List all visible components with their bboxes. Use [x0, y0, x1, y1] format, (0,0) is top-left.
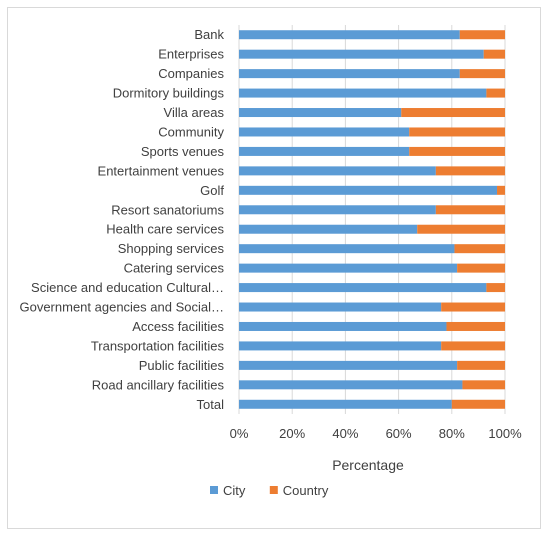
- bar-country-0: [459, 30, 505, 40]
- category-label: Sports venues: [141, 144, 225, 159]
- category-label: Community: [158, 124, 224, 139]
- bar-city-6: [239, 146, 410, 156]
- bar-country-17: [457, 360, 505, 370]
- x-axis-title: Percentage: [332, 457, 404, 473]
- category-label: Road ancillary facilities: [92, 377, 225, 392]
- bar-country-1: [483, 49, 505, 59]
- category-label: Golf: [200, 183, 224, 198]
- bar-country-19: [451, 399, 505, 409]
- bar-country-2: [459, 69, 505, 79]
- bar-city-17: [239, 360, 458, 370]
- bar-city-3: [239, 88, 487, 98]
- bar-country-11: [454, 244, 505, 254]
- x-tick-label: 20%: [279, 426, 305, 441]
- category-label: Transportation facilities: [91, 338, 225, 353]
- category-label: Entertainment venues: [98, 163, 225, 178]
- category-label: Health care services: [106, 222, 224, 237]
- bar-country-14: [441, 302, 505, 312]
- bar-country-5: [409, 127, 505, 137]
- bar-city-7: [239, 166, 436, 176]
- bar-city-15: [239, 321, 447, 331]
- bar-country-18: [462, 380, 505, 390]
- bar-country-4: [401, 108, 505, 118]
- category-label: Resort sanatoriums: [111, 202, 224, 217]
- bar-city-14: [239, 302, 442, 312]
- category-label: Total: [197, 397, 225, 412]
- bar-city-8: [239, 185, 498, 195]
- legend-swatch-country: [269, 486, 278, 494]
- bar-city-10: [239, 224, 418, 234]
- bar-city-16: [239, 341, 442, 351]
- bar-country-8: [497, 185, 505, 195]
- x-tick-label: 40%: [332, 426, 358, 441]
- x-tick-label: 60%: [386, 426, 412, 441]
- category-label: Shopping services: [118, 241, 225, 256]
- category-label: Companies: [158, 66, 224, 81]
- bar-city-19: [239, 399, 452, 409]
- bar-country-15: [446, 321, 505, 331]
- bar-country-7: [435, 166, 505, 176]
- gridlines: [238, 25, 506, 414]
- bar-country-12: [457, 263, 505, 273]
- bar-city-1: [239, 49, 484, 59]
- category-labels: Bank Enterprises Companies Dormitory buildi…: [19, 27, 224, 412]
- category-label: Science and education Cultural…: [31, 280, 224, 295]
- bar-country-13: [486, 283, 505, 293]
- bars: [239, 30, 505, 409]
- bar-country-6: [409, 146, 505, 156]
- bar-city-18: [239, 380, 463, 390]
- category-label: Villa areas: [164, 105, 225, 120]
- bar-country-16: [441, 341, 505, 351]
- bar-country-10: [417, 224, 505, 234]
- legend-swatch-city: [210, 486, 218, 494]
- category-label: Government agencies and Social…: [19, 300, 224, 315]
- x-tick-label: 0%: [230, 426, 249, 441]
- category-label: Dormitory buildings: [113, 86, 225, 101]
- bar-city-0: [239, 30, 460, 40]
- category-label: Catering services: [124, 261, 225, 276]
- bar-city-2: [239, 69, 460, 79]
- category-label: Public facilities: [139, 358, 225, 373]
- x-tick-labels: 0% 20% 40% 60% 80% 100%: [230, 426, 522, 441]
- legend-label-city: City: [223, 483, 246, 498]
- x-tick-label: 80%: [439, 426, 465, 441]
- bar-city-13: [239, 283, 487, 293]
- bar-city-9: [239, 205, 436, 215]
- category-label: Bank: [194, 27, 224, 42]
- bar-city-11: [239, 244, 455, 254]
- legend: City Country: [210, 483, 329, 498]
- category-label: Enterprises: [158, 47, 224, 62]
- bar-city-5: [239, 127, 410, 137]
- bar-city-4: [239, 108, 402, 118]
- legend-label-country: Country: [283, 483, 329, 498]
- category-label: Access facilities: [132, 319, 224, 334]
- bar-country-9: [435, 205, 505, 215]
- bar-country-3: [486, 88, 505, 98]
- bar-city-12: [239, 263, 458, 273]
- x-tick-label: 100%: [488, 426, 522, 441]
